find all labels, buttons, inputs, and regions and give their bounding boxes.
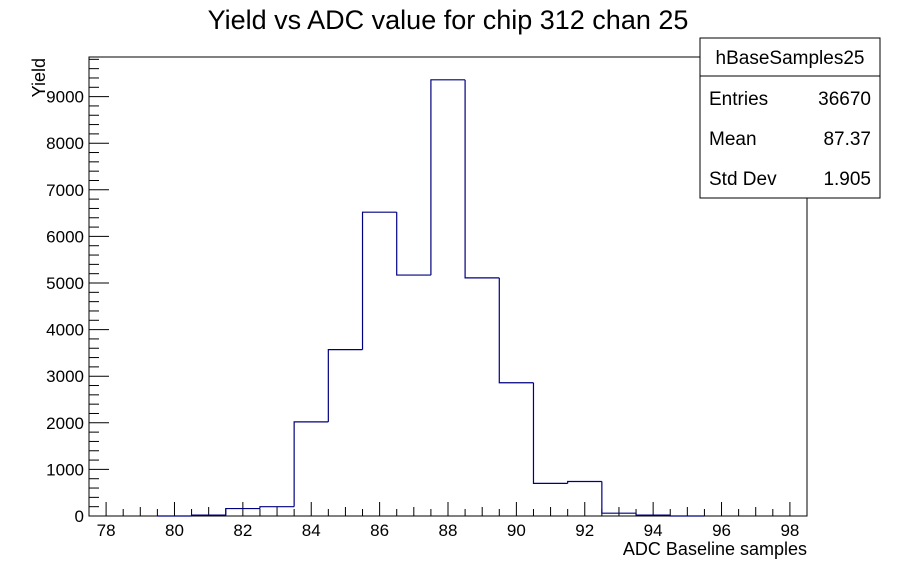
histogram-bin bbox=[361, 211, 397, 350]
histogram-bin bbox=[464, 79, 500, 279]
x-tick-label: 90 bbox=[507, 521, 526, 540]
y-tick-label: 2000 bbox=[46, 414, 84, 433]
plot-frame bbox=[88, 56, 808, 517]
y-tick-label: 9000 bbox=[46, 88, 84, 107]
y-tick-label: 6000 bbox=[46, 227, 84, 246]
stats-mean-label: Mean bbox=[709, 129, 757, 150]
histogram-bin bbox=[430, 79, 466, 276]
histogram-bin bbox=[567, 480, 602, 484]
stats-box-frame bbox=[699, 37, 881, 199]
histogram-bin bbox=[293, 421, 329, 507]
histogram-bin bbox=[396, 212, 431, 276]
chart-title: Yield vs ADC value for chip 312 chan 25 bbox=[208, 5, 689, 35]
y-tick-label: 8000 bbox=[46, 134, 84, 153]
stats-mean-value: 87.37 bbox=[823, 129, 871, 150]
x-tick-label: 84 bbox=[302, 521, 321, 540]
y-tick-label: 3000 bbox=[46, 367, 84, 386]
x-tick-label: 82 bbox=[233, 521, 252, 540]
y-axis-ticks: 0 1000 2000 3000 4000 5000 6000 7000 8000 9000 bbox=[46, 58, 109, 526]
x-tick-label: 98 bbox=[780, 521, 799, 540]
histogram-bin bbox=[225, 507, 260, 516]
x-tick-label: 92 bbox=[575, 521, 594, 540]
stats-box-name: hBaseSamples25 bbox=[716, 48, 865, 69]
stats-stddev-value: 1.905 bbox=[823, 169, 871, 190]
histogram-bin bbox=[635, 513, 671, 516]
histogram-bin bbox=[259, 506, 295, 509]
x-tick-label: 96 bbox=[712, 521, 731, 540]
y-tick-label: 4000 bbox=[46, 321, 84, 340]
y-tick-label: 7000 bbox=[46, 181, 84, 200]
histogram-bin bbox=[327, 349, 363, 422]
histogram-bin bbox=[190, 514, 226, 516]
y-tick-label: 5000 bbox=[46, 274, 84, 293]
histogram-bin bbox=[498, 277, 534, 384]
x-tick-label: 80 bbox=[165, 521, 184, 540]
x-tick-label: 78 bbox=[97, 521, 116, 540]
x-tick-label: 88 bbox=[439, 521, 458, 540]
stats-stddev-label: Std Dev bbox=[709, 169, 777, 190]
histogram-bin bbox=[669, 515, 705, 517]
x-axis-label: ADC Baseline samples bbox=[623, 539, 807, 559]
x-tick-label: 86 bbox=[370, 521, 389, 540]
stats-entries-value: 36670 bbox=[818, 89, 871, 110]
histogram-bins bbox=[157, 79, 705, 517]
histogram-bin bbox=[532, 382, 568, 484]
x-axis-ticks: 78 80 82 84 86 88 90 92 94 96 98 bbox=[88, 502, 808, 540]
y-tick-label: 1000 bbox=[46, 460, 84, 479]
histogram-bin bbox=[601, 481, 637, 514]
x-tick-label: 94 bbox=[644, 521, 663, 540]
stats-box: hBaseSamples25 Entries 36670 Mean 87.37 … bbox=[699, 37, 881, 199]
y-tick-label: 0 bbox=[75, 507, 84, 526]
stats-entries-label: Entries bbox=[709, 89, 768, 110]
y-axis-label: Yield bbox=[29, 58, 49, 97]
